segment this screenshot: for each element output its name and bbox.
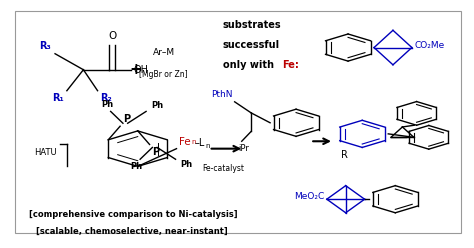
- Text: Ph: Ph: [130, 162, 142, 171]
- Text: HATU: HATU: [34, 148, 57, 157]
- Text: +: +: [129, 62, 142, 77]
- Text: R₃: R₃: [39, 41, 51, 51]
- Text: R₂: R₂: [100, 93, 112, 103]
- Text: iPr: iPr: [238, 144, 249, 153]
- Text: –L: –L: [194, 138, 205, 148]
- Text: substrates: substrates: [223, 20, 282, 30]
- Text: Fe-catalyst: Fe-catalyst: [202, 164, 245, 173]
- Text: n: n: [206, 143, 210, 149]
- Text: [MgBr or Zn]: [MgBr or Zn]: [139, 70, 188, 79]
- Text: P: P: [153, 147, 160, 157]
- FancyBboxPatch shape: [15, 11, 462, 233]
- Text: Ar–M: Ar–M: [153, 48, 175, 57]
- Text: PthN: PthN: [211, 90, 232, 99]
- Text: Fe:: Fe:: [282, 60, 299, 70]
- Text: Fe: Fe: [179, 137, 191, 147]
- Text: CO₂Me: CO₂Me: [414, 41, 445, 50]
- Text: OH: OH: [133, 65, 148, 75]
- Text: Ph: Ph: [101, 100, 113, 109]
- Text: MeO₂C: MeO₂C: [294, 192, 324, 201]
- Text: [comprehensive comparison to Ni-catalysis]: [comprehensive comparison to Ni-catalysi…: [29, 210, 237, 218]
- Text: P: P: [123, 114, 130, 124]
- Text: only with: only with: [223, 60, 277, 70]
- Text: [scalable, chemoselective, near-instant]: [scalable, chemoselective, near-instant]: [36, 227, 228, 236]
- Text: n: n: [191, 139, 196, 145]
- Text: Ph: Ph: [180, 160, 192, 169]
- Text: O: O: [108, 31, 116, 41]
- Text: R: R: [341, 150, 348, 160]
- Text: R₁: R₁: [52, 93, 64, 103]
- Text: Ph: Ph: [151, 101, 163, 110]
- Text: successful: successful: [223, 40, 280, 50]
